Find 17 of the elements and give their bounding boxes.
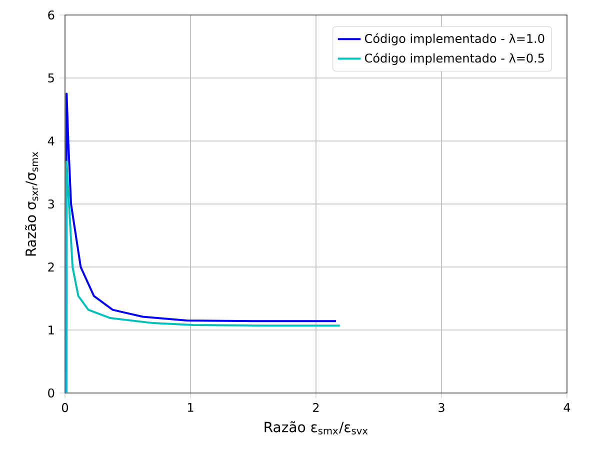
y-tick-label: 2	[48, 262, 54, 272]
x-tick-label: 1	[188, 403, 194, 412]
legend-label: Código implementado - λ=0.5	[364, 52, 544, 65]
x-tick-label: 2	[313, 403, 319, 412]
y-tick-label: 4	[48, 136, 54, 146]
x-tick-label: 4	[564, 403, 570, 412]
y-tick-label: 5	[48, 74, 54, 82]
x-tick-label: 0	[62, 403, 68, 412]
y-tick-label: 1	[48, 326, 54, 334]
y-tick-label: 0	[48, 388, 54, 398]
y-tick-label: 6	[48, 10, 54, 20]
y-axis-title: Razão σ$_{sxr}$/σ$_{smx}$	[24, 152, 38, 256]
x-tick-label: 3	[438, 403, 444, 412]
line-series	[65, 160, 341, 393]
legend-label: Código implementado - λ=1.0	[364, 33, 544, 46]
x-axis-title: Razão ε$_{smx}$/ε$_{svx}$	[264, 421, 368, 434]
y-tick-label: 3	[48, 199, 54, 209]
